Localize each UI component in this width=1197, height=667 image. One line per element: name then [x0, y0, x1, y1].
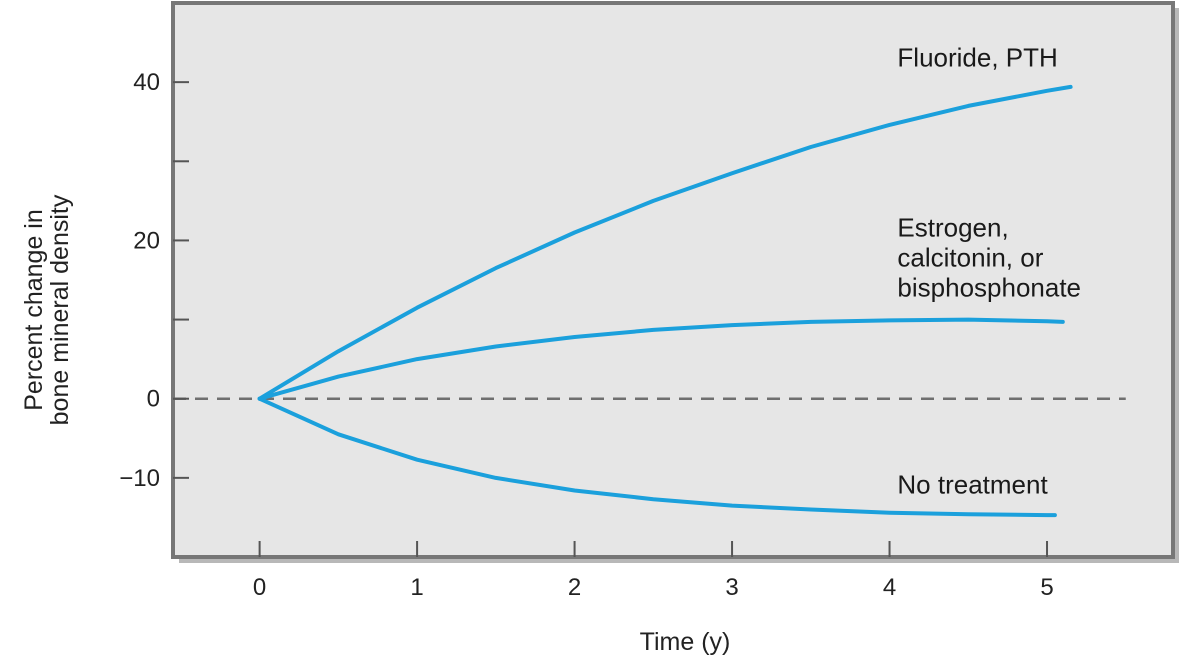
y-tick-label: −10 [119, 465, 160, 492]
annotation-2-line-1: Estrogen, [897, 212, 1008, 242]
x-tick-label: 0 [253, 574, 266, 601]
y-axis-title-group: Percent change in bone mineral density [20, 194, 74, 425]
x-tick-label: 3 [725, 574, 738, 601]
annotation-1-line-1: Fluoride, PTH [897, 42, 1057, 72]
x-tick-label: 5 [1040, 574, 1053, 601]
x-tick-label: 2 [568, 574, 581, 601]
series-line-3 [257, 396, 1057, 518]
series-line-2 [257, 317, 1065, 401]
annotation-2-line-2: calcitonin, or [897, 242, 1043, 272]
y-tick-label: 20 [133, 227, 160, 254]
y-axis: −10 0 20 40 [119, 69, 189, 492]
x-axis: 0 1 2 3 4 5 [253, 541, 1054, 601]
x-axis-title: Time (y) [640, 628, 731, 656]
x-tick-label: 1 [410, 574, 423, 601]
x-tick-label: 4 [883, 574, 896, 601]
annotation-2-line-3: bisphosphonate [897, 272, 1081, 302]
plot-area [171, 1, 1175, 559]
annotations: Fluoride, PTH Estrogen,calcitonin, orbisp… [897, 42, 1081, 499]
series-layer [257, 84, 1073, 518]
series-line-1 [257, 84, 1073, 401]
y-axis-title-line-2: bone mineral density [46, 194, 74, 425]
y-axis-title-line-1: Percent change in [20, 209, 48, 411]
annotation-3-line-1: No treatment [897, 470, 1048, 500]
y-tick-label: 0 [147, 386, 160, 413]
y-tick-label: 40 [133, 69, 160, 96]
